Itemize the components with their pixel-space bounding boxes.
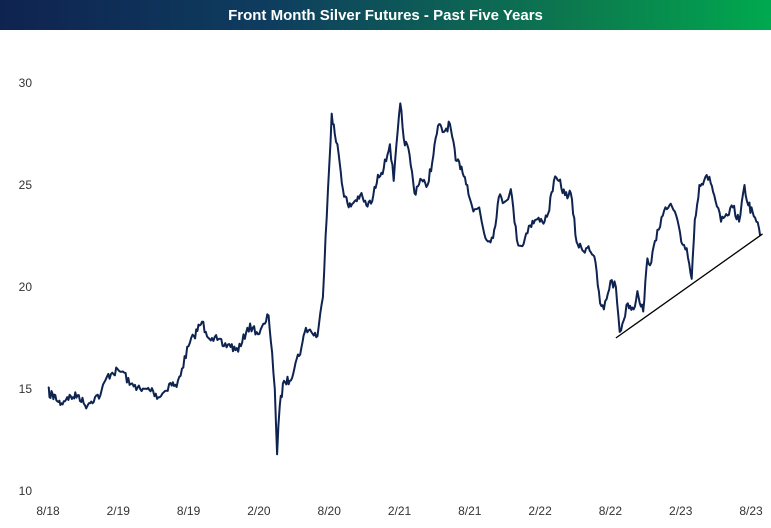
x-tick-label: 8/18 [36, 504, 60, 518]
x-tick-label: 8/19 [177, 504, 201, 518]
x-tick-label: 2/23 [669, 504, 693, 518]
y-tick-label: 10 [19, 484, 33, 498]
x-tick-label: 8/20 [318, 504, 342, 518]
support-trendline [615, 233, 763, 339]
chart-title: Front Month Silver Futures - Past Five Y… [228, 6, 543, 24]
x-tick-label: 2/21 [388, 504, 412, 518]
x-axis-ticks: 8/18 2/19 8/19 2/20 8/20 2/21 8/21 2/22 8/22 2/23… [36, 504, 763, 518]
y-tick-label: 30 [19, 76, 33, 90]
x-tick-label: 8/23 [739, 504, 763, 518]
y-axis-ticks: 10 15 20 25 30 [19, 76, 33, 498]
x-tick-label: 8/21 [458, 504, 482, 518]
chart-title-bar: Front Month Silver Futures - Past Five Y… [0, 0, 771, 30]
x-tick-label: 2/22 [528, 504, 552, 518]
x-tick-label: 2/19 [107, 504, 131, 518]
plot-area [47, 102, 763, 456]
x-tick-label: 2/20 [247, 504, 271, 518]
price-series-line [47, 102, 762, 456]
x-tick-label: 8/22 [599, 504, 623, 518]
y-tick-label: 20 [19, 280, 33, 294]
y-tick-label: 25 [19, 178, 33, 192]
y-tick-label: 15 [19, 382, 33, 396]
